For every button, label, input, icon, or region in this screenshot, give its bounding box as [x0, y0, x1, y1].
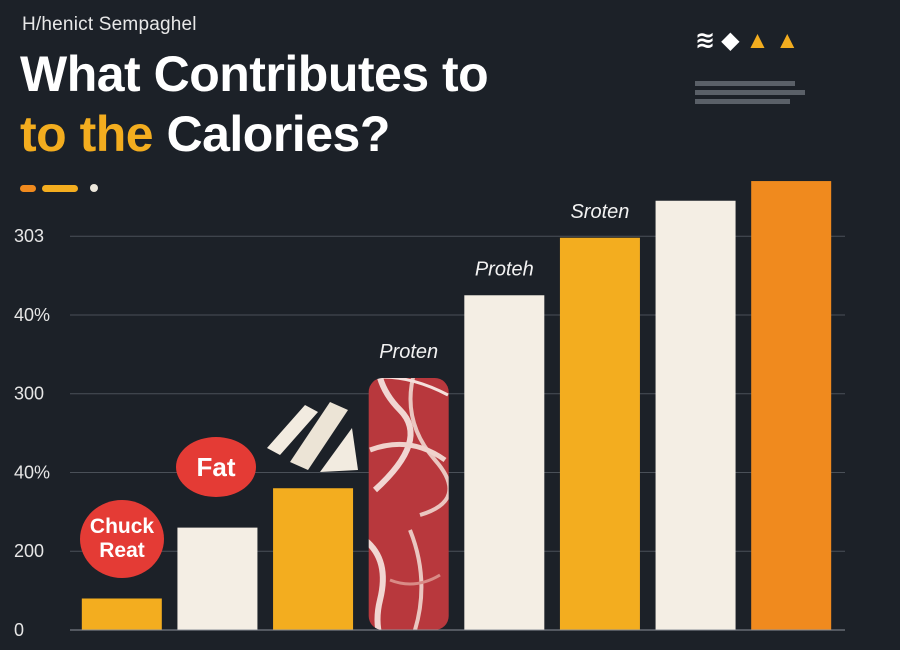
title-accent-text: to the	[20, 106, 154, 162]
title-rest-text: Calories?	[166, 106, 391, 162]
y-tick-label: 300	[14, 384, 44, 404]
badge-chuck-line2: Reat	[99, 539, 145, 562]
bar	[655, 200, 736, 631]
title-line-2: to the Calories?	[20, 104, 488, 164]
badge-fat-text: Fat	[196, 451, 236, 482]
pill-yellow	[42, 184, 78, 192]
pill-orange	[20, 184, 36, 192]
kicker-text: H/henict Sempaghel	[22, 14, 197, 35]
y-tick-label: 0	[14, 620, 24, 640]
y-tick-label: 40%	[14, 462, 50, 482]
bar	[559, 237, 640, 631]
bar	[464, 295, 545, 630]
bar	[177, 527, 258, 630]
bar-label: Proten	[379, 341, 438, 363]
y-tick-label: 40%	[14, 305, 50, 325]
fine-print-note	[695, 77, 815, 108]
logo-glyph-1: ≋	[695, 27, 716, 54]
cheese-slices-icon	[267, 402, 358, 472]
bar-label: Sroten	[570, 201, 629, 223]
bar-label: Proteh	[475, 258, 534, 280]
logo-glyph-3: ▲	[745, 26, 770, 54]
bar	[273, 488, 354, 630]
title-line-1: What Contributes to	[20, 46, 489, 102]
brand-mark-icon: ≋ ◆ ▲ ▲	[695, 26, 799, 55]
bar	[751, 181, 832, 630]
badge-fat: Fat	[176, 437, 256, 497]
chart-title: What Contributes to to the Calories?	[20, 44, 489, 164]
y-tick-label: 200	[14, 541, 44, 561]
y-tick-label: 303	[14, 226, 44, 246]
bar	[368, 377, 449, 630]
bar	[81, 598, 162, 630]
logo-glyph-4: ▲	[775, 26, 800, 54]
pill-dot	[90, 184, 98, 192]
badge-chuck-line1: Chuck	[89, 515, 155, 538]
pill-indicator	[20, 184, 98, 192]
badge-chuck-reat: Chuck Reat	[80, 500, 164, 578]
logo-glyph-2: ◆	[721, 27, 740, 54]
